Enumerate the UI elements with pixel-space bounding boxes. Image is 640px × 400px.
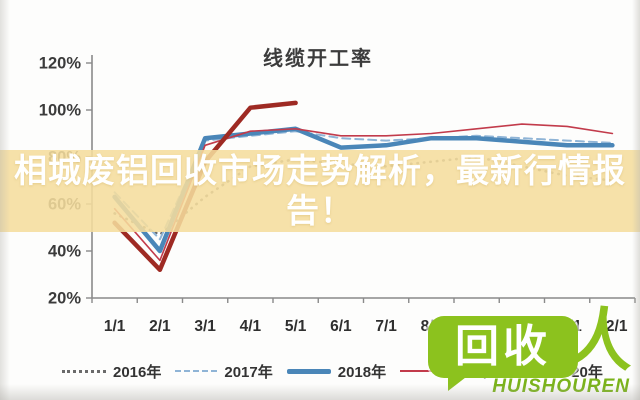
x-tick-label: 5/1 xyxy=(285,318,307,335)
x-tick-label: 12/1 xyxy=(597,318,628,335)
y-tick-label: 20% xyxy=(48,290,81,308)
x-tick-label: 7/1 xyxy=(375,318,397,335)
x-tick-label: 2/1 xyxy=(149,318,171,335)
legend-item-2017: 2017年 xyxy=(175,361,273,382)
x-tick-label: 4/1 xyxy=(240,318,262,335)
speech-bubble-icon: 回收 xyxy=(428,316,578,378)
chart-title: 线缆开工率 xyxy=(263,48,373,70)
x-tick-label: 6/1 xyxy=(330,318,352,335)
headline-banner: 相城废铝回收市场走势解析，最新行情报 告！ xyxy=(0,150,640,232)
y-tick-label: 100% xyxy=(39,102,82,120)
thin-red-line-swatch-icon xyxy=(400,370,437,372)
logo-subtext: HUISHOUREN xyxy=(492,376,630,397)
legend-label-2017: 2017年 xyxy=(224,363,273,381)
legend-item-2016: 2016年 xyxy=(62,361,161,382)
person-glyph-icon: 人 xyxy=(564,298,638,380)
huishouren-watermark-logo: 回收 人 HUISHOUREN xyxy=(422,299,640,398)
legend-label-2016: 2016年 xyxy=(113,363,162,381)
x-tick-label: 3/1 xyxy=(194,318,216,335)
legend-item-2018: 2018年 xyxy=(286,361,387,382)
y-tick-label: 120% xyxy=(39,55,82,73)
headline-line-2: 告！ xyxy=(286,192,354,229)
thick-blue-line-swatch-icon xyxy=(286,368,331,374)
x-tick-label: 1/1 xyxy=(104,318,126,335)
logo-bubble-text: 回收 xyxy=(455,322,551,371)
headline-line-1: 相城废铝回收市场走势解析，最新行情报 xyxy=(14,152,626,189)
dashed-line-swatch-icon xyxy=(175,370,218,372)
speech-bubble-tail-icon xyxy=(448,374,470,391)
y-tick-label: 40% xyxy=(48,243,81,261)
dotted-line-swatch-icon xyxy=(62,369,106,373)
legend-label-2018: 2018年 xyxy=(337,363,387,381)
